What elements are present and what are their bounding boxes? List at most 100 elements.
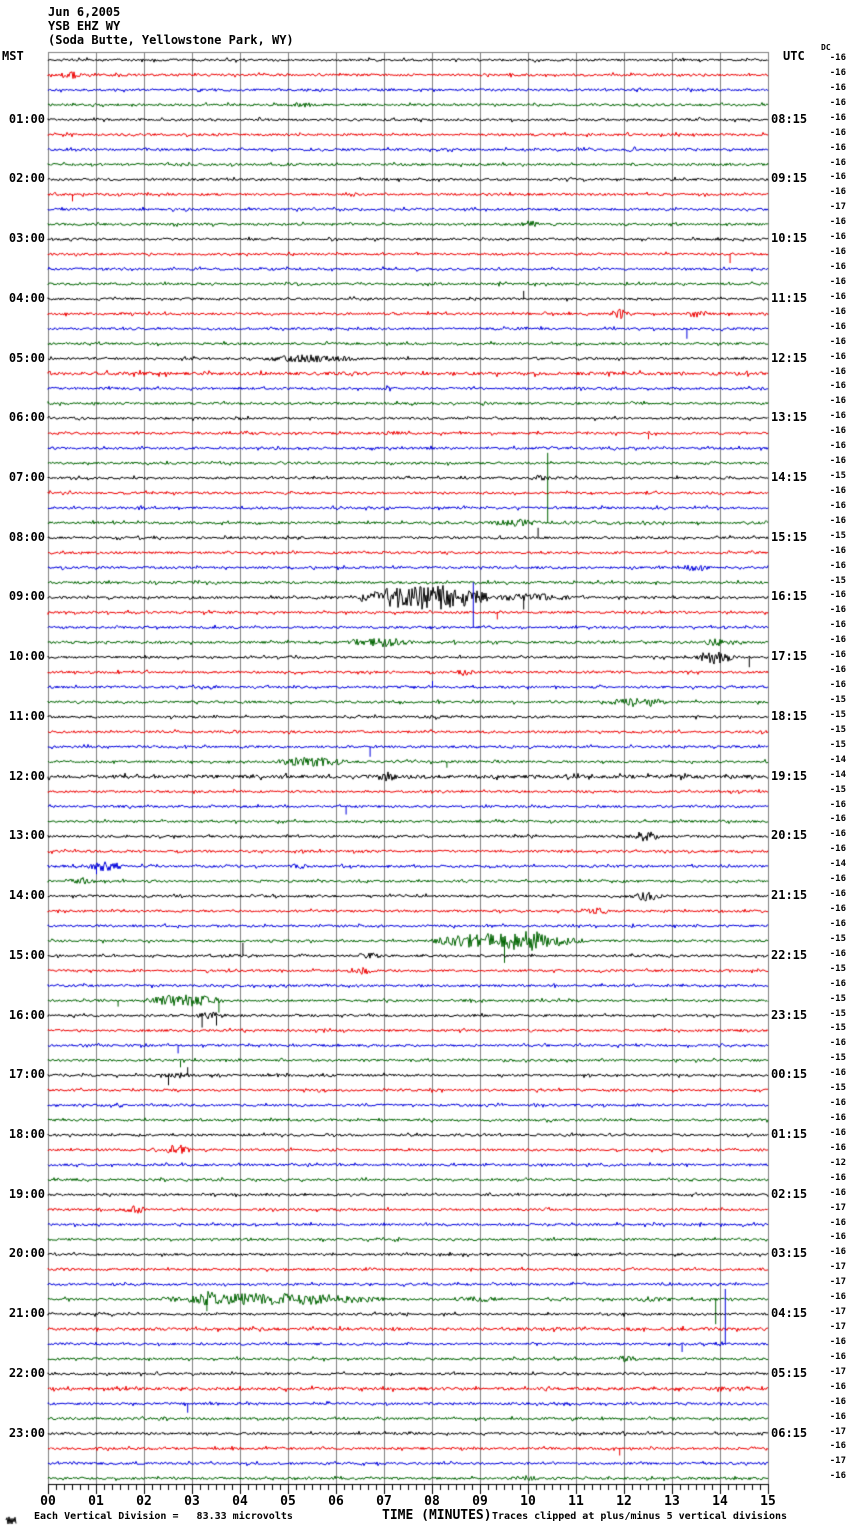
dc-value: -16 xyxy=(829,680,846,691)
minute-label: 04 xyxy=(232,1494,248,1509)
dc-value: -16 xyxy=(829,814,846,825)
minute-label: 01 xyxy=(88,1494,104,1509)
dc-value: -15 xyxy=(829,963,846,974)
dc-value: -16 xyxy=(829,127,846,138)
mst-hour-label: 01:00 xyxy=(8,111,45,126)
dc-value: -16 xyxy=(829,351,846,362)
dc-value: -15 xyxy=(829,694,846,705)
utc-hour-label: 16:15 xyxy=(771,589,808,604)
dc-value: -16 xyxy=(829,904,846,914)
mst-hour-label: 22:00 xyxy=(8,1365,45,1380)
dc-value: -14 xyxy=(829,754,846,765)
dc-value: -16 xyxy=(829,217,846,228)
dc-value: -15 xyxy=(829,1083,846,1094)
dc-value: -16 xyxy=(829,605,846,616)
dc-value: -17 xyxy=(829,1262,846,1273)
dc-value: -16 xyxy=(829,112,846,123)
mst-hour-label: 09:00 xyxy=(8,589,45,604)
dc-value: -16 xyxy=(829,978,846,989)
dc-value: -17 xyxy=(829,1277,846,1288)
dc-value: -16 xyxy=(829,291,846,302)
dc-value: -16 xyxy=(829,1172,846,1183)
dc-value: -16 xyxy=(829,799,846,810)
utc-hour-label: 10:15 xyxy=(771,231,808,246)
minute-label: 14 xyxy=(712,1494,728,1509)
dc-value: -16 xyxy=(829,948,846,959)
dc-value: -17 xyxy=(829,1322,846,1333)
dc-value: -16 xyxy=(829,485,846,496)
dc-value: -17 xyxy=(829,1456,846,1467)
mst-hour-label: 05:00 xyxy=(8,350,45,365)
dc-value: -16 xyxy=(829,844,846,855)
minute-label: 00 xyxy=(40,1494,56,1509)
utc-hour-label: 12:15 xyxy=(771,350,808,365)
dc-value: -16 xyxy=(829,53,846,63)
vertical-scale-note: Each Vertical Division = 83.33 microvolt… xyxy=(34,1511,293,1522)
utc-hour-label: 17:15 xyxy=(771,649,808,664)
minute-label: 12 xyxy=(616,1494,632,1509)
dc-value: -16 xyxy=(829,67,846,78)
header-date: Jun 6,2005 xyxy=(48,5,121,19)
mst-hour-label: 18:00 xyxy=(8,1126,45,1141)
mst-hour-label: 20:00 xyxy=(8,1246,45,1261)
dc-value: -15 xyxy=(829,724,846,735)
dc-value: -16 xyxy=(829,665,846,676)
dc-value: -16 xyxy=(829,1187,846,1198)
dc-value: -15 xyxy=(829,1023,846,1034)
mst-hour-label: 16:00 xyxy=(8,1007,45,1022)
utc-hour-label: 15:15 xyxy=(771,529,808,544)
dc-value: -16 xyxy=(829,1381,846,1392)
x-axis-title: TIME (MINUTES) xyxy=(382,1508,492,1523)
mst-hour-label: 06:00 xyxy=(8,410,45,425)
minute-label: 11 xyxy=(568,1494,584,1509)
dc-value: -16 xyxy=(829,321,846,332)
utc-hour-label: 03:15 xyxy=(771,1246,808,1261)
dc-value: -16 xyxy=(829,172,846,183)
dc-value: -16 xyxy=(829,1292,846,1303)
utc-hour-label: 00:15 xyxy=(771,1067,808,1082)
dc-value: -16 xyxy=(829,889,846,900)
dc-value: -16 xyxy=(829,1351,846,1362)
mst-hour-label: 08:00 xyxy=(8,529,45,544)
dc-value: -16 xyxy=(829,142,846,153)
dc-value: -16 xyxy=(829,82,846,93)
dc-value: -16 xyxy=(829,1217,846,1228)
mst-hour-label: 17:00 xyxy=(8,1067,45,1082)
dc-value: -16 xyxy=(829,1396,846,1407)
utc-hour-label: 02:15 xyxy=(771,1186,808,1201)
dc-value: -16 xyxy=(829,381,846,392)
dc-value: -16 xyxy=(829,396,846,407)
mst-hour-label: 12:00 xyxy=(8,768,45,783)
utc-hour-label: 13:15 xyxy=(771,410,808,425)
utc-hour-label: 09:15 xyxy=(771,171,808,186)
dc-value: -16 xyxy=(829,262,846,273)
utc-hour-label: 20:15 xyxy=(771,828,808,843)
dc-value: -16 xyxy=(829,247,846,258)
utc-hour-label: 23:15 xyxy=(771,1007,808,1022)
minute-label: 10 xyxy=(520,1494,536,1509)
dc-value: -16 xyxy=(829,874,846,885)
header-station: YSB EHZ WY xyxy=(48,19,121,33)
utc-hour-label: 21:15 xyxy=(771,888,808,903)
dc-value: -16 xyxy=(829,545,846,556)
mst-hour-label: 11:00 xyxy=(8,708,45,723)
dc-value: -15 xyxy=(829,739,846,750)
utc-hour-label: 18:15 xyxy=(771,708,808,723)
mst-hour-label: 15:00 xyxy=(8,947,45,962)
mst-hour-label: 04:00 xyxy=(8,290,45,305)
dc-value: -15 xyxy=(829,784,846,795)
minute-label: 07 xyxy=(376,1494,392,1509)
mst-hour-label: 21:00 xyxy=(8,1306,45,1321)
dc-value: -17 xyxy=(829,1366,846,1377)
minute-label: 15 xyxy=(760,1494,776,1509)
dc-value: -16 xyxy=(829,187,846,198)
dc-value: -15 xyxy=(829,1008,846,1019)
dc-value: -16 xyxy=(829,157,846,168)
dc-value: -16 xyxy=(829,650,846,661)
dc-value: -16 xyxy=(829,1142,846,1153)
mst-hour-label: 02:00 xyxy=(8,171,45,186)
mst-hour-label: 14:00 xyxy=(8,888,45,903)
dc-value: -14 xyxy=(829,769,846,780)
dc-value: -16 xyxy=(829,1411,846,1422)
